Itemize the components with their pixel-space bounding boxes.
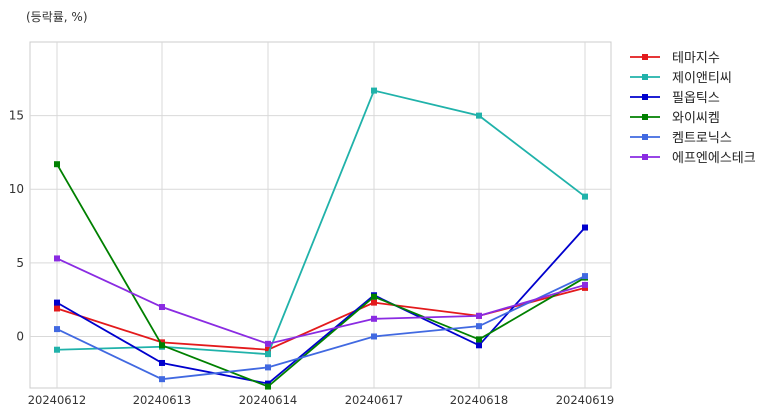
legend-marker-6 [642,154,648,160]
x-tick-label: 20240614 [239,393,298,407]
legend-label-4: 와이씨켐 [672,111,720,126]
legend-marker-3 [642,94,648,100]
legend-label-1: 테마지수 [672,51,720,66]
legend-marker-5 [642,134,648,140]
y-tick-label: 15 [9,109,24,123]
legend-label-6: 에프엔에스테크 [672,151,756,166]
x-tick-label: 20240617 [345,393,404,407]
series-point-3 [159,359,165,366]
series-point-5 [265,364,271,371]
legend-marker-2 [642,74,648,80]
series-line-4 [56,163,586,388]
x-tick-label: 20240619 [556,393,615,407]
series-point-6 [582,281,588,288]
series-point-5 [54,326,60,333]
series-point-3 [582,224,588,231]
x-tick-label: 20240613 [133,393,192,407]
series-point-5 [582,273,588,280]
series-point-6 [265,340,271,347]
y-tick-label: 10 [9,182,24,196]
series-line-3 [56,226,586,385]
x-tick-label: 20240618 [450,393,509,407]
series-point-3 [54,299,60,306]
series-point-2 [265,351,271,358]
series-point-2 [582,193,588,200]
series-point-1 [265,346,271,353]
series-point-4 [265,383,271,390]
series-point-5 [476,323,482,330]
x-tick-label: 20240612 [28,393,87,407]
series-point-6 [54,255,60,262]
series-point-6 [159,304,165,311]
series-point-1 [54,305,60,312]
series-point-4 [371,293,377,300]
legend-label-3: 필옵틱스 [672,91,720,106]
series-point-6 [371,315,377,322]
legend-label-5: 켐트로닉스 [672,131,732,146]
y-tick-label: 0 [16,329,24,343]
series-point-4 [54,161,60,168]
series-line-6 [56,257,586,345]
series-point-5 [371,333,377,340]
series-point-2 [371,87,377,94]
series-point-3 [476,342,482,349]
series-point-4 [476,336,482,343]
series-point-5 [159,376,165,383]
legend-marker-4 [642,114,648,120]
legend-label-2: 제이앤티씨 [672,71,732,86]
series-point-4 [159,342,165,349]
series-line-5 [56,275,586,381]
series-point-1 [371,299,377,306]
y-tick-label: 5 [16,256,24,270]
series-point-2 [54,346,60,353]
series-point-2 [476,112,482,119]
series-line-2 [56,89,586,356]
legend-marker-1 [642,54,648,60]
series-point-6 [476,312,482,319]
unit-label: (등락률, %) [26,10,88,24]
